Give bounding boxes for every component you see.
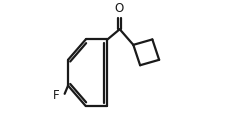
Text: F: F	[53, 89, 60, 102]
Text: O: O	[114, 2, 124, 15]
